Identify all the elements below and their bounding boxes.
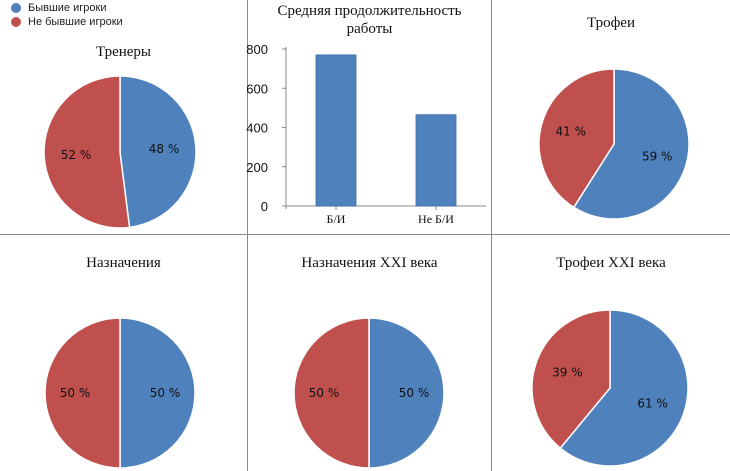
- chart-title-trophies: Трофеи: [587, 15, 635, 31]
- appointments21-label-nonformer: 50 %: [309, 386, 340, 400]
- chart-title-trophies-21: Трофеи XXI века: [556, 255, 666, 271]
- y-tick-label: 600: [246, 81, 268, 96]
- trophies21-slice-nonformer: [531, 309, 611, 450]
- panel-trophies-21: Трофеи XXI века 61 % 39 %: [492, 235, 730, 471]
- panel-appointments: Назначения 50 % 50 %: [0, 235, 247, 471]
- trophies21-label-nonformer: 39 %: [552, 366, 583, 380]
- legend-swatch-former: [11, 3, 21, 13]
- panel-coaches: Тренеры 48 % 52 %: [0, 0, 247, 234]
- appointments21-slice-nonformer: [293, 317, 370, 469]
- appointments-label-nonformer: 50 %: [60, 386, 91, 400]
- chart-title-tenure: Средняя продолжительность работы: [277, 3, 462, 37]
- bar-former: [315, 54, 357, 207]
- legend-label-nonformer: Не бывшие игроки: [28, 16, 123, 28]
- pie-trophies-21: 61 % 39 %: [531, 309, 689, 467]
- chart-title-coaches: Тренеры: [95, 44, 151, 60]
- bar-chart-tenure: 0 200 400 600 800 Б/И Не Б/И: [246, 42, 486, 226]
- appointments21-label-former: 50 %: [399, 386, 430, 400]
- coaches-slice-former: [119, 75, 197, 229]
- appointments-slice-former: [119, 317, 196, 469]
- chart-title-appointments: Назначения: [86, 255, 161, 271]
- legend-label-former: Бывшие игроки: [28, 2, 107, 14]
- divider-vertical-right: [491, 0, 492, 471]
- divider-horizontal: [0, 234, 730, 235]
- appointments-label-former: 50 %: [150, 386, 181, 400]
- x-tick-label-former: Б/И: [327, 212, 346, 226]
- pie-appointments: 50 % 50 %: [44, 317, 196, 469]
- y-tick-label: 0: [261, 199, 268, 214]
- chart-title-appointments-21: Назначения XXI века: [301, 255, 438, 271]
- coaches-label-former: 48 %: [149, 142, 180, 156]
- pie-coaches: 48 % 52 %: [43, 75, 197, 229]
- legend-item-former: Бывшие игроки: [2, 1, 123, 15]
- bar-nonformer: [415, 114, 457, 207]
- coaches-slice-nonformer: [43, 75, 131, 229]
- pie-trophies: 59 % 41 %: [538, 68, 690, 220]
- trophies-slice-former: [572, 68, 690, 220]
- legend-swatch-nonformer: [11, 17, 21, 27]
- trophies21-label-former: 61 %: [637, 396, 668, 410]
- y-tick-label: 200: [246, 160, 268, 175]
- y-tick-label: 800: [246, 42, 268, 57]
- trophies-label-nonformer: 41 %: [556, 124, 587, 138]
- trophies-label-former: 59 %: [642, 150, 673, 164]
- panel-appointments-21: Назначения XXI века 50 % 50 %: [248, 235, 491, 471]
- trophies21-slice-former: [559, 309, 689, 467]
- panel-trophies: Трофеи 59 % 41 %: [492, 0, 730, 234]
- appointments21-slice-former: [368, 317, 445, 469]
- legend-item-nonformer: Не бывшие игроки: [2, 15, 123, 29]
- x-tick-label-nonformer: Не Б/И: [418, 212, 454, 226]
- pie-appointments-21: 50 % 50 %: [293, 317, 445, 469]
- legend: Бывшие игроки Не бывшие игроки: [2, 1, 123, 29]
- appointments-slice-nonformer: [44, 317, 121, 469]
- y-tick-label: 400: [246, 121, 268, 136]
- trophies-slice-nonformer: [538, 68, 615, 209]
- coaches-label-nonformer: 52 %: [61, 148, 92, 162]
- panel-tenure: Средняя продолжительность работы 0 200 400…: [246, 0, 491, 234]
- divider-vertical-left: [247, 0, 248, 471]
